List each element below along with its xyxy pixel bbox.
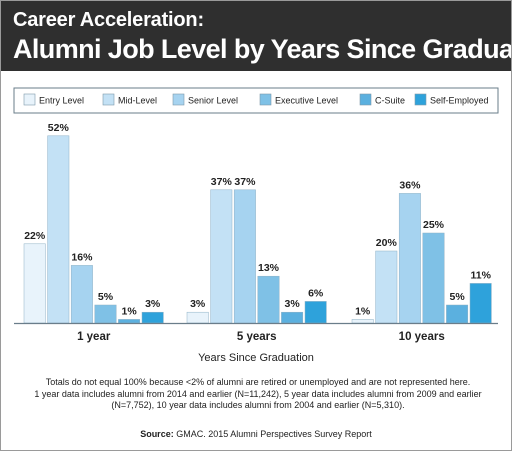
legend-label: C-Suite	[375, 96, 405, 106]
legend-label: Entry Level	[39, 96, 84, 106]
bar	[233, 189, 256, 324]
data-label: 1%	[122, 305, 138, 317]
footnote-line: 1 year data includes alumni from 2014 an…	[34, 388, 482, 399]
bar	[94, 304, 117, 324]
data-label: 36%	[399, 179, 421, 191]
bar	[70, 265, 93, 324]
data-label: 20%	[376, 237, 398, 249]
footnote-line: Totals do not equal 100% because <2% of …	[45, 377, 471, 387]
bar	[351, 319, 374, 324]
data-label: 37%	[234, 176, 256, 188]
bar	[23, 243, 46, 324]
footnote-line: (N=7,752), 10 year data includes alumni …	[111, 400, 405, 410]
legend-label: Executive Level	[275, 96, 338, 106]
bar	[47, 135, 70, 324]
bar	[422, 232, 445, 324]
source-text: GMAC. 2015 Alumni Perspectives Survey Re…	[173, 429, 372, 439]
bar	[210, 189, 233, 324]
x-axis-title: Years Since Graduation	[198, 352, 314, 364]
legend-label: Mid-Level	[118, 96, 157, 106]
data-label: 52%	[48, 122, 70, 134]
chart-title: Alumni Job Level by Years Since Graduati…	[13, 34, 512, 64]
footnotes: Totals do not equal 100% because <2% of …	[19, 377, 497, 412]
bar-chart: Entry Level Mid-Level Senior Level Executiv…	[13, 87, 499, 364]
x-tick-label: 1 year	[77, 331, 111, 343]
bar	[118, 319, 141, 324]
bar	[398, 193, 421, 324]
supertitle: Career Acceleration:	[13, 9, 204, 31]
data-label: 25%	[423, 219, 445, 231]
legend-swatch	[414, 93, 427, 106]
bar	[141, 311, 164, 324]
data-label: 5%	[98, 291, 114, 303]
legend-swatch	[359, 93, 372, 106]
legend-swatch	[172, 93, 185, 106]
legend-swatch	[23, 93, 36, 106]
bar	[446, 304, 469, 324]
data-label: 3%	[190, 298, 206, 310]
bar	[304, 301, 327, 324]
x-tick-label: 10 years	[399, 331, 445, 343]
bar	[257, 275, 280, 324]
data-label: 6%	[308, 287, 324, 299]
x-tick-label: 5 years	[237, 331, 277, 343]
data-label: 5%	[450, 291, 466, 303]
bar	[281, 311, 304, 324]
data-label: 1%	[355, 305, 371, 317]
data-label: 13%	[258, 262, 280, 274]
legend-label: Self-Employed	[430, 96, 489, 106]
header-bar: Career Acceleration: Alumni Job Level by…	[1, 1, 511, 71]
bar	[375, 250, 398, 324]
legend-label: Senior Level	[188, 96, 238, 106]
legend-swatch	[259, 93, 272, 106]
data-label: 22%	[24, 230, 46, 242]
data-label: 3%	[285, 298, 301, 310]
source-label: Source:	[140, 429, 174, 439]
bar	[469, 283, 492, 324]
source-line: Source: GMAC. 2015 Alumni Perspectives S…	[1, 429, 511, 439]
data-label: 37%	[211, 176, 233, 188]
legend-swatch	[102, 93, 115, 106]
data-label: 16%	[71, 251, 93, 263]
data-label: 11%	[470, 269, 491, 281]
data-label: 3%	[145, 298, 161, 310]
bar	[186, 311, 209, 324]
